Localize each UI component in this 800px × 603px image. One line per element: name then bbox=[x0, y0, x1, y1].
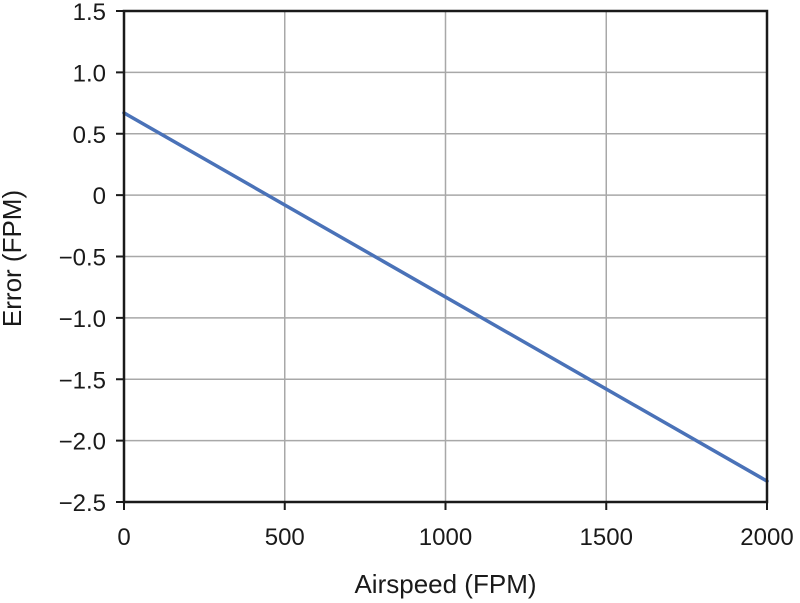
x-tick-label: 0 bbox=[117, 524, 130, 551]
y-tick-label: 0.5 bbox=[73, 122, 106, 149]
y-tick-label: −0.5 bbox=[59, 245, 106, 272]
x-tick-label: 1000 bbox=[419, 524, 472, 551]
y-axis-title: Error (FPM) bbox=[0, 190, 27, 327]
y-tick-label: 1.5 bbox=[73, 0, 106, 26]
y-tick-label: 1.0 bbox=[73, 60, 106, 87]
x-tick-label: 500 bbox=[265, 524, 305, 551]
y-tick-label: −1.0 bbox=[59, 306, 106, 333]
y-tick-label: 0 bbox=[93, 183, 106, 210]
x-tick-label: 1500 bbox=[580, 524, 633, 551]
y-tick-label: −1.5 bbox=[59, 367, 106, 394]
y-tick-label: −2.5 bbox=[59, 490, 106, 517]
series-layer bbox=[122, 111, 769, 483]
series-line bbox=[122, 111, 769, 483]
grid-lines bbox=[123, 10, 768, 503]
x-tick-label: 2000 bbox=[740, 524, 793, 551]
y-tick-label: −2.0 bbox=[59, 429, 106, 456]
x-axis-title: Airspeed (FPM) bbox=[354, 569, 536, 599]
tick-labels: 0 500 1000 1500 2000 1.5 1.0 0.5 0 −0.5 −1.0 −1.5 −2… bbox=[59, 0, 794, 551]
